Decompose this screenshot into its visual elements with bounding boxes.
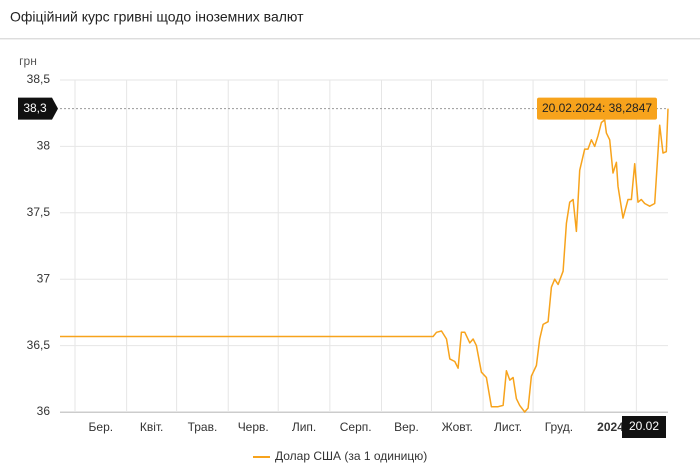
x-tick-label: Жовт. — [442, 420, 473, 434]
y-axis-label: грн — [19, 54, 37, 68]
crosshair-y-label: 38,3 — [23, 101, 47, 115]
x-tick-label: Серп. — [340, 420, 372, 434]
x-tick-label: Лип. — [292, 420, 316, 434]
chart-title: Офіційний курс гривні щодо іноземних вал… — [10, 9, 304, 25]
x-tick-label: Квіт. — [140, 420, 164, 434]
tooltip-box — [537, 97, 657, 120]
tooltip-text: 20.02.2024: 38,2847 — [542, 101, 652, 115]
x-tick-label: Черв. — [238, 420, 269, 434]
x-tick-label: Трав. — [188, 420, 218, 434]
legend-item[interactable]: Долар США (за 1 одиницю) — [253, 449, 427, 463]
x-tick-label: Груд. — [545, 420, 573, 434]
data-line — [60, 108, 669, 413]
crosshair-y-box — [18, 97, 58, 120]
y-tick-label: 36 — [37, 404, 51, 418]
header — [0, 0, 700, 38]
y-tick-label: 37,5 — [27, 205, 51, 219]
x-tick-label: 2024 — [597, 420, 624, 434]
y-tick-label: 38,5 — [27, 72, 51, 86]
x-tick-label: Лист. — [494, 420, 522, 434]
legend-label: Долар США (за 1 одиницю) — [275, 449, 427, 463]
x-tick-label: Бер. — [89, 420, 114, 434]
y-tick-label: 36,5 — [27, 338, 51, 352]
x-tick-label: Вер. — [394, 420, 419, 434]
crosshair-x-box — [622, 416, 666, 438]
crosshair-x-label: 20.02 — [629, 419, 659, 433]
y-tick-label: 38 — [37, 139, 51, 153]
y-tick-label: 37 — [37, 271, 51, 285]
